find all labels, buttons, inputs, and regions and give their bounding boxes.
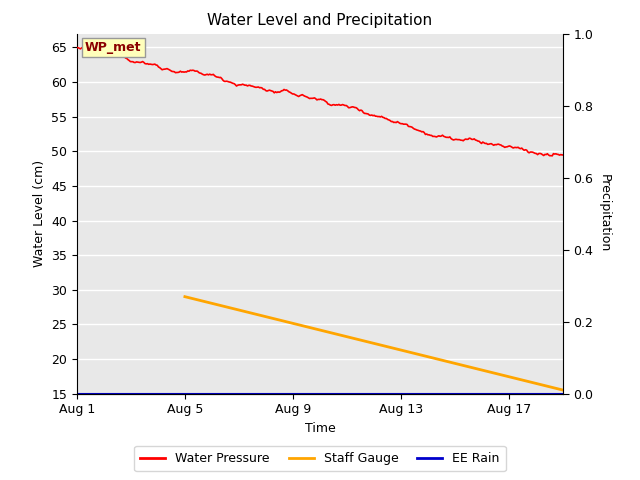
- Y-axis label: Water Level (cm): Water Level (cm): [33, 160, 45, 267]
- Text: WP_met: WP_met: [85, 41, 141, 54]
- X-axis label: Time: Time: [305, 422, 335, 435]
- Y-axis label: Precipitation: Precipitation: [597, 174, 611, 253]
- Title: Water Level and Precipitation: Water Level and Precipitation: [207, 13, 433, 28]
- Legend: Water Pressure, Staff Gauge, EE Rain: Water Pressure, Staff Gauge, EE Rain: [134, 446, 506, 471]
